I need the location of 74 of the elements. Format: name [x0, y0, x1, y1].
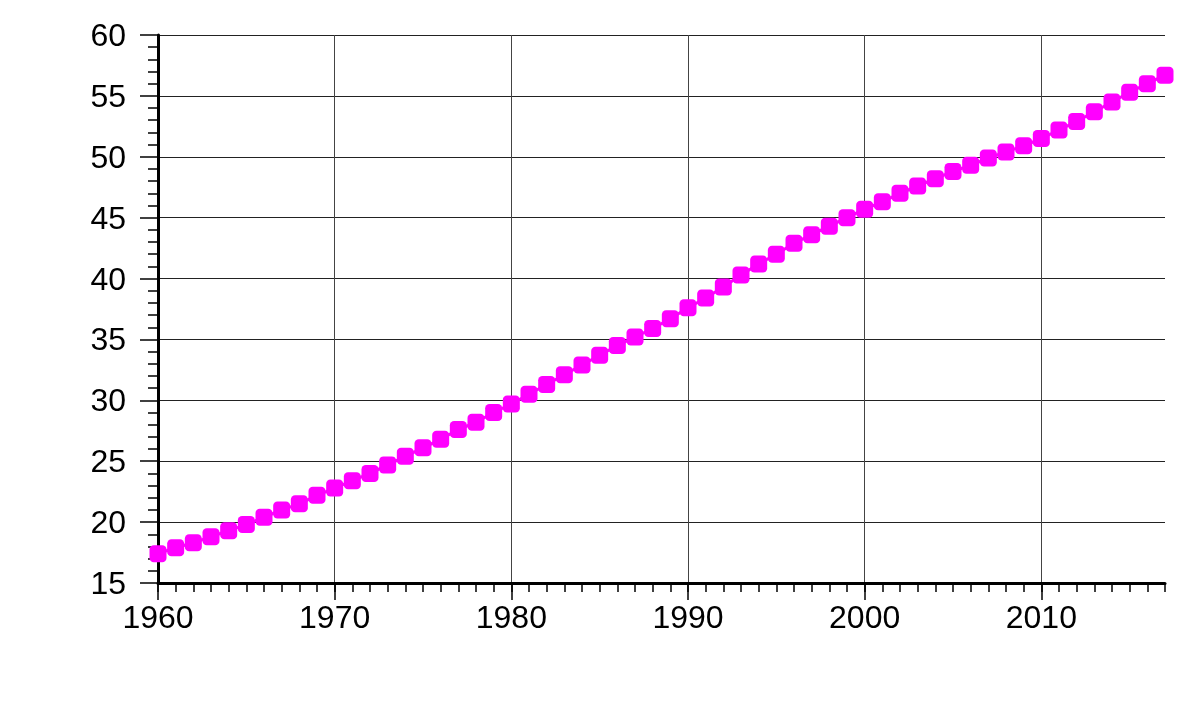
point [396, 447, 414, 465]
point [343, 472, 361, 490]
point [1050, 121, 1068, 139]
y-tick-label: 50 [90, 138, 126, 175]
point [273, 501, 291, 519]
point [962, 156, 980, 174]
point [1068, 112, 1086, 130]
x-tick-label: 2010 [1005, 599, 1077, 635]
x-tick-label: 1960 [122, 599, 194, 635]
point [573, 356, 591, 374]
point [767, 245, 785, 263]
point [608, 337, 626, 355]
point [538, 376, 556, 393]
point [255, 508, 273, 526]
point [697, 289, 715, 307]
point [785, 234, 803, 252]
point [432, 430, 450, 448]
point [997, 143, 1015, 161]
point [1085, 103, 1103, 121]
point [820, 217, 838, 235]
point [838, 209, 856, 227]
point [891, 184, 909, 202]
point [202, 528, 220, 546]
point [909, 177, 927, 195]
point [856, 200, 874, 218]
point [449, 421, 467, 439]
point [361, 464, 379, 482]
point [379, 456, 397, 474]
point [1015, 137, 1033, 155]
y-tick-label: 15 [90, 565, 126, 601]
point [714, 278, 732, 296]
point [1032, 130, 1050, 148]
x-tick-label: 2000 [829, 599, 901, 635]
point [149, 545, 167, 563]
y-tick-label: 25 [90, 443, 126, 480]
y-tick-label: 60 [90, 17, 126, 53]
point [220, 522, 238, 540]
point [750, 255, 768, 273]
point [926, 170, 944, 188]
point [520, 385, 538, 403]
y-tick-label: 40 [90, 260, 126, 297]
point [184, 534, 202, 552]
x-tick-label: 1990 [652, 599, 724, 635]
y-tick-label: 30 [90, 382, 126, 419]
point [1103, 93, 1121, 111]
point [679, 299, 697, 317]
x-tick-label: 1980 [475, 599, 547, 635]
point [414, 439, 432, 457]
point [979, 149, 997, 167]
y-tick-label: 55 [90, 77, 126, 114]
x-tick-label: 1970 [299, 599, 371, 635]
point [1156, 66, 1174, 84]
point [1121, 83, 1139, 101]
point [944, 162, 962, 180]
point [873, 193, 891, 211]
point [626, 328, 644, 346]
point [308, 486, 326, 504]
y-tick-label: 20 [90, 504, 126, 541]
point [290, 495, 308, 513]
point [1138, 75, 1156, 93]
point [326, 479, 344, 497]
point [502, 395, 520, 413]
point [485, 404, 503, 422]
point [591, 346, 609, 364]
point [661, 310, 679, 328]
point [555, 366, 573, 384]
point [803, 226, 821, 244]
point [732, 266, 750, 284]
y-tick-label: 45 [90, 199, 126, 236]
point [237, 516, 255, 534]
point [167, 539, 185, 557]
point [467, 413, 485, 431]
y-tick-label: 35 [90, 321, 126, 358]
point [644, 319, 662, 337]
